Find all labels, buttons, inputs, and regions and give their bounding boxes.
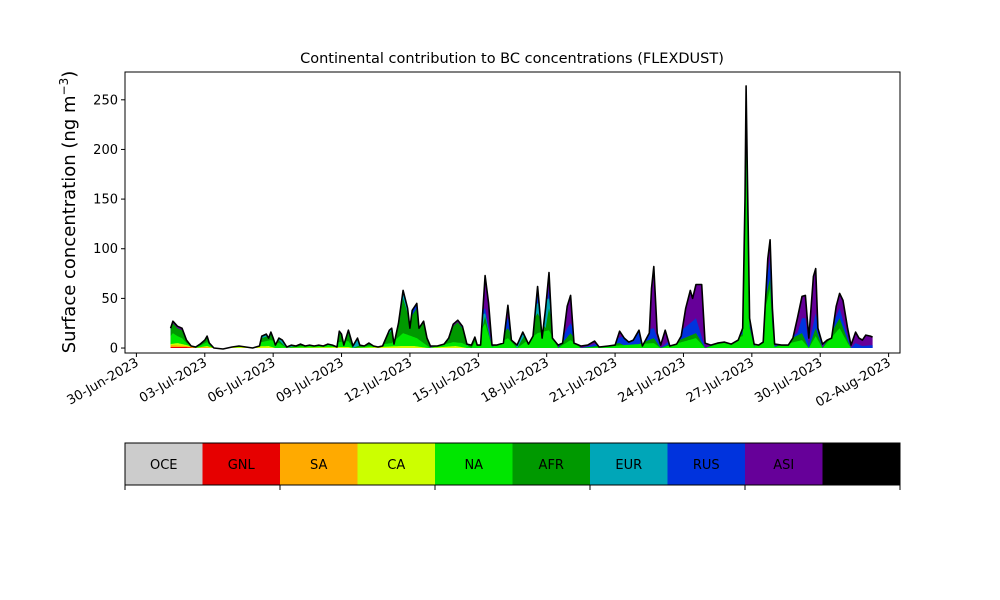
y-tick-label: 0 — [110, 342, 118, 357]
plot-area: 0 50 100 150 200 250 30-Jun-202303-Jul-202306-… — [65, 71, 901, 411]
y-tick-label: 50 — [101, 292, 118, 307]
chart-title: Continental contribution to BC concentra… — [300, 51, 724, 67]
y-tick-label: 250 — [93, 93, 118, 108]
legend-swatch-na — [435, 443, 513, 485]
legend: OCE GNL SA CA NA AFR EUR RUS ASI AUS — [124, 442, 901, 490]
x-tick-label: 06-Jul-2023 — [205, 355, 278, 406]
legend-swatch-rus — [667, 443, 746, 485]
legend-swatch-asi — [745, 443, 823, 485]
legend-label-sa: SA — [310, 458, 327, 473]
legend-swatch-eur — [590, 443, 668, 485]
x-tick-label: 15-Jul-2023 — [410, 355, 483, 406]
y-tick-label: 100 — [93, 242, 118, 257]
area-series-ca — [170, 343, 873, 349]
x-tick-label: 12-Jul-2023 — [342, 355, 415, 406]
x-tick-label: 30-Jun-2023 — [65, 355, 142, 408]
legend-label-rus: RUS — [693, 458, 720, 473]
legend-swatch-afr — [512, 443, 591, 485]
plot-frame — [124, 71, 901, 354]
y-tick-label: 150 — [93, 193, 118, 208]
x-tick-label: 02-Aug-2023 — [813, 355, 893, 410]
x-tick-label: 18-Jul-2023 — [479, 355, 552, 406]
area-series-rus — [170, 109, 873, 349]
legend-frame — [124, 442, 901, 486]
total-line — [169, 85, 873, 350]
x-tick-label: 21-Jul-2023 — [547, 355, 620, 406]
x-tick-label: 09-Jul-2023 — [274, 355, 347, 406]
x-tick-label: 27-Jul-2023 — [684, 355, 757, 406]
x-tick-label: 03-Jul-2023 — [137, 355, 210, 406]
legend-swatch-ca — [357, 443, 436, 485]
area-series-na — [170, 149, 873, 349]
y-axis-label: Surface concentration (ng m−3) — [57, 71, 80, 354]
legend-swatch-sa — [280, 443, 358, 485]
area-series-eur — [170, 293, 873, 349]
y-tick-label: 200 — [93, 143, 118, 158]
legend-label-ca: CA — [387, 458, 405, 473]
x-tick-label: 24-Jul-2023 — [616, 355, 689, 406]
legend-label-aus: AUS — [848, 458, 875, 473]
legend-label-eur: EUR — [615, 458, 642, 473]
legend-swatch-oce — [125, 443, 203, 485]
legend-swatch-aus — [822, 443, 901, 485]
legend-label-asi: ASI — [773, 458, 794, 473]
legend-label-afr: AFR — [539, 458, 564, 473]
legend-swatch-gnl — [202, 443, 281, 485]
legend-label-gnl: GNL — [228, 458, 256, 473]
legend-label-na: NA — [464, 458, 483, 473]
legend-label-oce: OCE — [150, 458, 178, 473]
